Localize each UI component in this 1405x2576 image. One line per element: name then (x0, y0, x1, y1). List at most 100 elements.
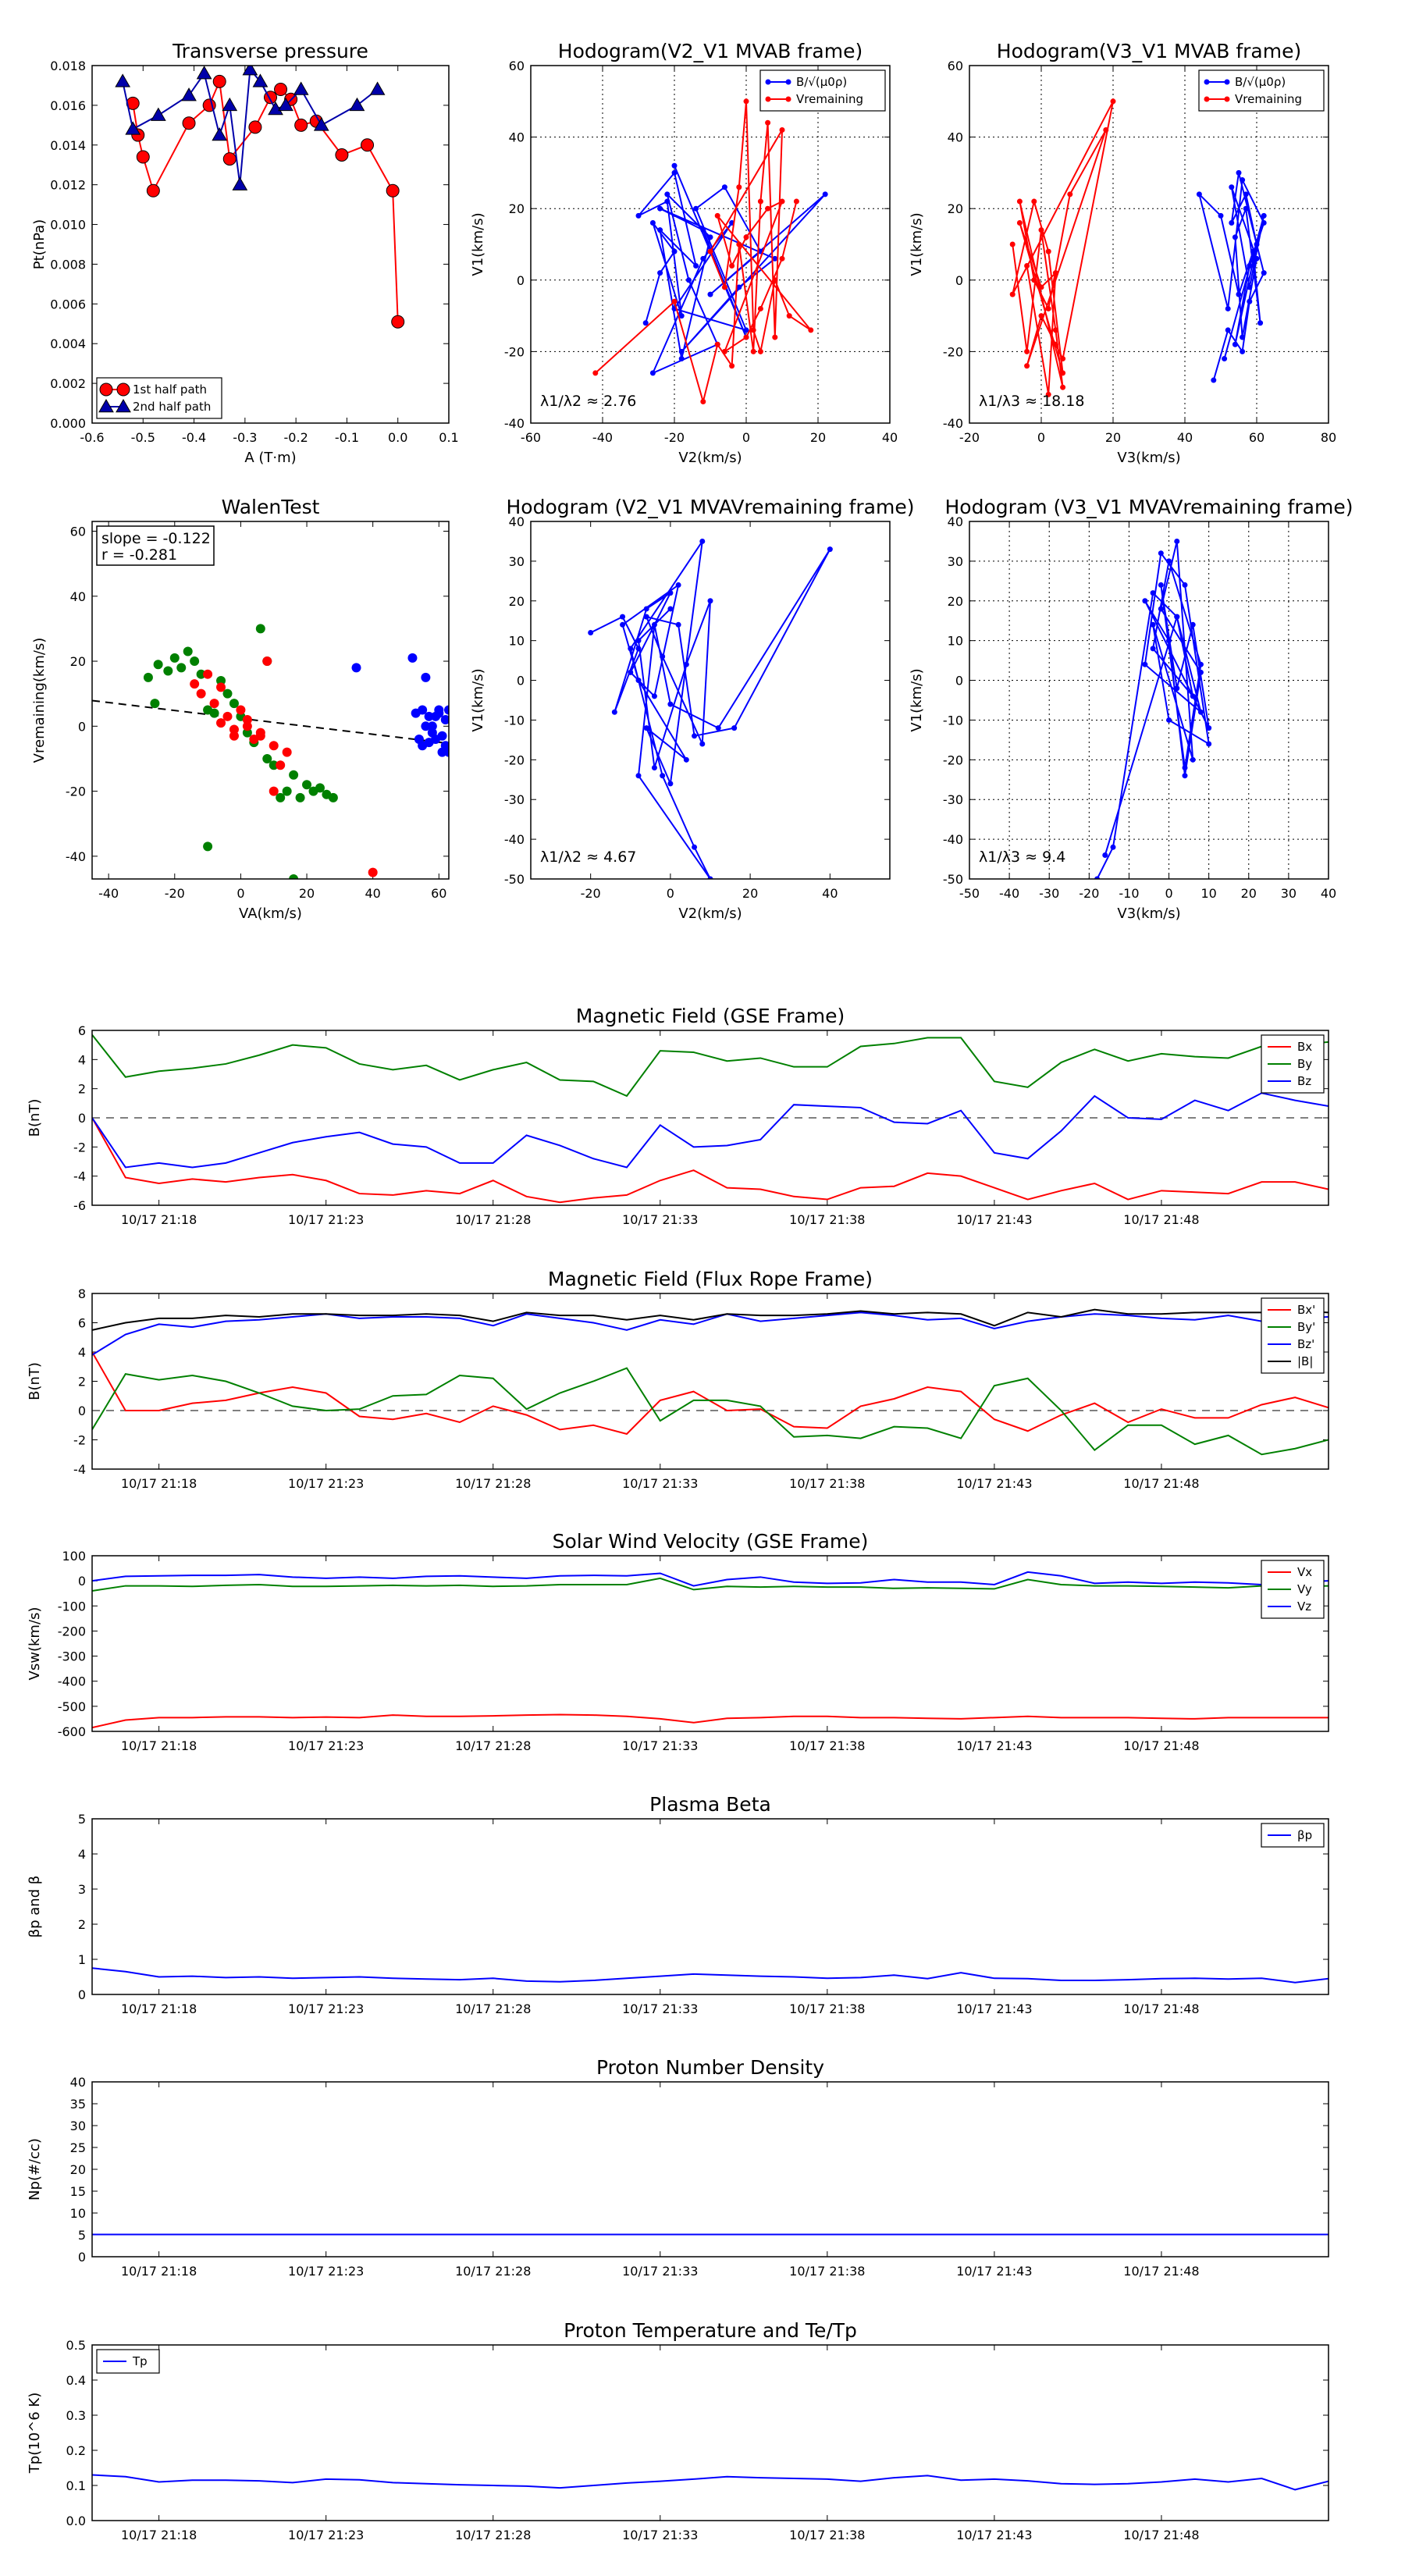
data-point (1229, 220, 1235, 226)
x-axis-label: V2(km/s) (678, 906, 742, 922)
x-tick-label: 10/17 21:43 (956, 2001, 1032, 2016)
y-tick-label: 10 (509, 634, 525, 649)
x-axis-label: A (T·m) (244, 450, 296, 466)
y-axis-label: V1(km/s) (909, 668, 925, 731)
legend-marker (98, 398, 114, 413)
eigenvalue-ratio: λ1/λ2 ≈ 2.76 (540, 393, 636, 410)
y-tick-label: 60 (70, 524, 86, 539)
data-point (592, 370, 599, 376)
data-point (707, 598, 713, 604)
data-point (1206, 741, 1212, 747)
data-point (361, 138, 375, 152)
y-axis-label: V1(km/s) (470, 668, 486, 731)
y-tick-label: -300 (58, 1649, 86, 1664)
series-bz--line (92, 1311, 1329, 1356)
data-point (1243, 191, 1249, 197)
series-bz-line (92, 1092, 1329, 1169)
data-point (1225, 327, 1231, 333)
data-point (1009, 241, 1016, 247)
y-tick-label: 3 (78, 1882, 86, 1897)
legend-label: Vremaining (1235, 92, 1302, 106)
x-tick-label: 10/17 21:33 (622, 1738, 698, 1753)
data-point (779, 255, 785, 262)
data-point (203, 841, 213, 852)
legend-label: Vremaining (796, 92, 863, 106)
y-axis-label: B(nT) (27, 1362, 43, 1400)
data-point (431, 711, 441, 721)
data-point (1182, 582, 1188, 588)
data-point (1236, 169, 1242, 176)
series-bx--line (92, 1351, 1329, 1436)
chart-plasma-beta: 10/17 21:18 10/17 21:23 10/17 21:28 10/17 2… (27, 1793, 1329, 2016)
data-point (1218, 212, 1224, 219)
data-point (255, 731, 265, 741)
data-point (667, 590, 674, 596)
data-point (721, 284, 727, 290)
data-point (391, 315, 405, 329)
data-point (714, 341, 720, 347)
legend-marker (785, 96, 791, 102)
data-point (136, 150, 150, 164)
data-point (437, 731, 447, 741)
chart-title: Hodogram (V2_V1 MVAVremaining frame) (507, 496, 915, 518)
x-tick-label: 10/17 21:48 (1123, 1738, 1199, 1753)
y-tick-label: -30 (504, 792, 525, 807)
data-point (252, 73, 269, 87)
x-tick-label: 10/17 21:38 (789, 2528, 865, 2542)
data-point (757, 348, 763, 354)
data-point (418, 705, 428, 715)
x-tick-label: 10/17 21:33 (622, 1476, 698, 1491)
data-point (262, 656, 272, 667)
y-tick-label: 5 (78, 2228, 86, 2243)
data-point (196, 66, 212, 80)
data-point (183, 646, 193, 656)
data-point (386, 183, 400, 197)
data-point (269, 760, 279, 770)
data-point (222, 152, 237, 166)
legend-marker (116, 382, 130, 397)
y-tick-label: 0 (78, 1111, 86, 1126)
y-axis-label: Vsw(km/s) (27, 1607, 43, 1681)
data-point (276, 760, 286, 770)
y-tick-label: -600 (58, 1724, 86, 1739)
legend-marker (1204, 79, 1210, 85)
data-point (421, 721, 431, 731)
data-point (1016, 198, 1023, 205)
y-tick-label: 25 (70, 2140, 86, 2155)
x-tick-label: -60 (521, 430, 541, 445)
data-point (750, 327, 756, 333)
y-tick-label: 0.0 (66, 2514, 86, 2528)
data-point (1197, 669, 1204, 675)
data-point (660, 653, 666, 660)
data-point (1166, 638, 1172, 644)
data-point (216, 682, 226, 692)
chart-proton-temperature: 10/17 21:18 10/17 21:23 10/17 21:28 10/17 2… (27, 2319, 1329, 2542)
data-point (302, 780, 312, 790)
x-tick-label: 10/17 21:28 (455, 1212, 531, 1227)
data-point (692, 733, 698, 739)
data-point (620, 621, 626, 628)
y-tick-label: 5 (78, 1812, 86, 1827)
x-tick-label: 10/17 21:18 (121, 2001, 197, 2016)
x-axis-label: VA(km/s) (239, 906, 302, 922)
x-tick-label: 20 (299, 886, 315, 901)
legend-marker (1204, 96, 1210, 102)
data-point (667, 701, 674, 707)
legend-label: βp (1297, 1828, 1312, 1842)
x-tick-label: -40 (592, 430, 613, 445)
data-point (1052, 341, 1058, 347)
data-point (293, 81, 309, 95)
y-tick-label: -20 (943, 344, 963, 359)
data-point (269, 741, 279, 751)
data-point (196, 669, 206, 679)
legend-label: By' (1297, 1320, 1315, 1334)
data-point (671, 248, 678, 254)
x-axis-label: V3(km/s) (1117, 906, 1180, 922)
chart-title: Proton Number Density (596, 2056, 824, 2079)
data-point (229, 699, 239, 709)
series-b-0--line (1197, 173, 1265, 381)
x-tick-label: -10 (1119, 886, 1139, 901)
data-point (212, 74, 226, 88)
x-tick-label: 10/17 21:28 (455, 2528, 531, 2542)
